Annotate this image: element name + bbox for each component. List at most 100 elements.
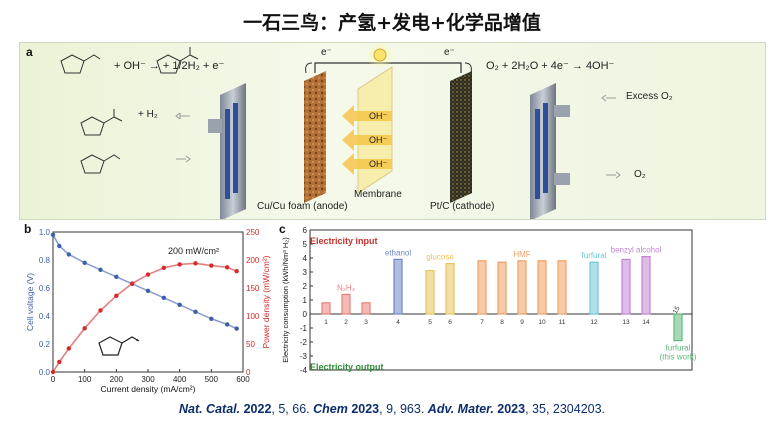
bar [321,302,331,315]
bar [557,260,567,315]
group-label: (this work) [660,353,697,362]
voltage-point [98,267,103,272]
bar [621,258,631,315]
power-point [114,293,119,299]
x-tick-label: 500 [205,375,219,384]
voltage-point [161,295,167,300]
y-right-tick-label: 50 [246,340,255,349]
voltage-point [57,243,62,249]
panel-b-label: b [24,222,32,236]
bar-category-label: 4 [396,319,400,326]
bar-category-label: 11 [559,319,566,326]
furan-ring [98,336,123,356]
journal-2: Chem [313,402,348,416]
y-left-tick-label: 0.2 [39,340,51,349]
electron-arrow-left [305,62,313,74]
group-label: furfural [582,251,607,260]
bar-category-label: 10 [538,319,546,326]
y-left-axis-title: Cell voltage (V) [25,273,35,331]
y-left-tick-label: 0.4 [39,312,51,321]
y-axis-title: Electricity consumption (kWh/Nm³ H₂) [281,237,290,363]
group-label: furfural [666,344,691,353]
voltage-point [114,274,119,279]
power-point [82,326,87,331]
group-label: ethanol [385,248,411,257]
bar-category-label: 13 [622,319,630,326]
citation: Nat. Catal. 2022, 5, 66. Chem 2023, 9, 9… [0,402,784,416]
furfural-molecule-icon [98,336,140,356]
y-tick-label: 2 [303,282,308,291]
bar [445,262,455,315]
anode-label: Cu/Cu foam (anode) [257,201,348,212]
bar [393,258,403,315]
voltage-point [234,326,239,331]
oh-arrows [342,105,392,175]
y-tick-label: 4 [303,254,308,263]
bar [673,313,683,342]
electricity-output-label: Electricity output [310,362,384,372]
voltage-point [82,260,87,265]
y-tick-label: -4 [300,366,308,375]
anode-reaction: + OH⁻ → + 1/2H₂ + e⁻ [114,60,225,72]
x-tick-label: 400 [173,375,187,384]
voltage-point [50,232,56,237]
panel-a-label: a [26,45,33,59]
bar-category-label: 1 [324,319,328,326]
cell-schematic-svg [60,41,621,221]
voltage-point [209,316,214,321]
power-point [50,369,56,375]
electron-arrow-right [464,62,472,74]
bar-category-label: 9 [520,319,524,326]
cathode-reaction: O₂ + 2H₂O + 4e⁻ → 4OH⁻ [486,60,615,72]
left-end-plate [208,83,246,221]
journal-3: Adv. Mater. [427,402,494,416]
y-tick-label: -3 [300,352,308,361]
x-axis-title: Current density (mA/cm²) [101,384,196,394]
power-point [224,265,230,270]
year-3: 2023 [497,402,526,416]
x-tick-label: 300 [141,375,155,384]
power-point [209,263,214,268]
voltage-curve [52,234,237,330]
ref-3: , 35, 2304203. [525,402,606,416]
y-left-tick-label: 0.6 [39,284,51,293]
journal-1: Nat. Catal. [178,402,241,416]
bar [425,269,435,315]
y-tick-label: -1 [300,324,308,333]
x-tick-label: 200 [110,375,124,384]
y-left-tick-label: 0.8 [39,256,51,265]
group-label: HMF [513,250,530,259]
bar [361,302,371,315]
electron-label-left: e⁻ [321,47,332,58]
power-point [66,346,72,351]
power-point [129,281,135,286]
power-point [98,308,103,313]
voltage-point [66,252,72,257]
panel-b-chart: 0 100 200 300 400 500 600 0.0 0.2 0.4 0.6 0.8 1.0 0 50… [25,228,271,394]
electricity-input-label: Electricity input [310,236,378,246]
x-tick-label: 0 [51,375,56,384]
voltage-point [145,288,151,293]
y-tick-label: 0 [303,310,308,319]
voltage-point [193,309,198,314]
bar-category-label: 7 [480,319,484,326]
oh-label-2: OH⁻ [369,135,388,145]
furfural-molecules [60,47,199,174]
power-point [57,359,62,365]
y-right-tick-label: 250 [246,228,260,237]
y-right-tick-label: 200 [246,256,260,265]
bar [341,293,351,315]
power-point [145,272,151,277]
y-right-axis-title: Power density (mW/cm²) [261,255,271,348]
right-end-plate [530,83,570,221]
y-tick-label: 6 [303,226,308,235]
cathode-label: Pt/C (cathode) [430,201,495,212]
bar-category-label: 3 [364,319,368,326]
bar [537,260,547,315]
light-bulb-icon [373,48,387,62]
bar-category-label: 6 [448,319,452,326]
electron-label-right: e⁻ [444,47,455,58]
voltage-point [177,302,182,307]
anode-foam [304,71,326,203]
